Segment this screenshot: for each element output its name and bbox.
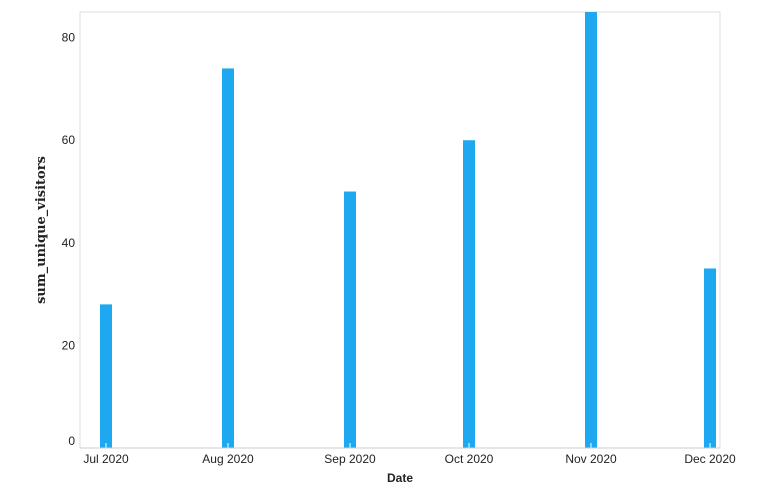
y-tick-label: 0 [68, 434, 75, 448]
bars-group [100, 12, 716, 449]
y-axis-title: sum_unique_visitors [34, 156, 49, 304]
y-tick-label: 60 [62, 133, 76, 147]
x-axis-title: Date [387, 471, 413, 485]
x-tick-label: Aug 2020 [202, 452, 254, 466]
bar-jul-2020 [100, 304, 112, 448]
y-tick-label: 40 [62, 236, 76, 250]
y-tick-label: 80 [62, 31, 76, 45]
x-tick-label: Nov 2020 [565, 452, 617, 466]
y-ticks-group: 0 20 40 60 80 [62, 31, 76, 448]
plot-area-frame [79, 11, 721, 449]
bar-nov-2020 [585, 12, 597, 448]
x-ticks-group: Jul 2020 Aug 2020 Sep 2020 Oct 2020 Nov 2020… [83, 443, 736, 466]
bar-oct-2020 [463, 140, 475, 448]
x-tick-label: Sep 2020 [324, 452, 376, 466]
x-tick-label: Oct 2020 [445, 452, 494, 466]
x-tick-label: Dec 2020 [684, 452, 736, 466]
bar-sep-2020 [344, 191, 356, 448]
x-tick-label: Jul 2020 [83, 452, 129, 466]
bar-aug-2020 [222, 68, 234, 449]
bar-dec-2020 [704, 268, 716, 448]
y-tick-label: 20 [62, 338, 76, 352]
